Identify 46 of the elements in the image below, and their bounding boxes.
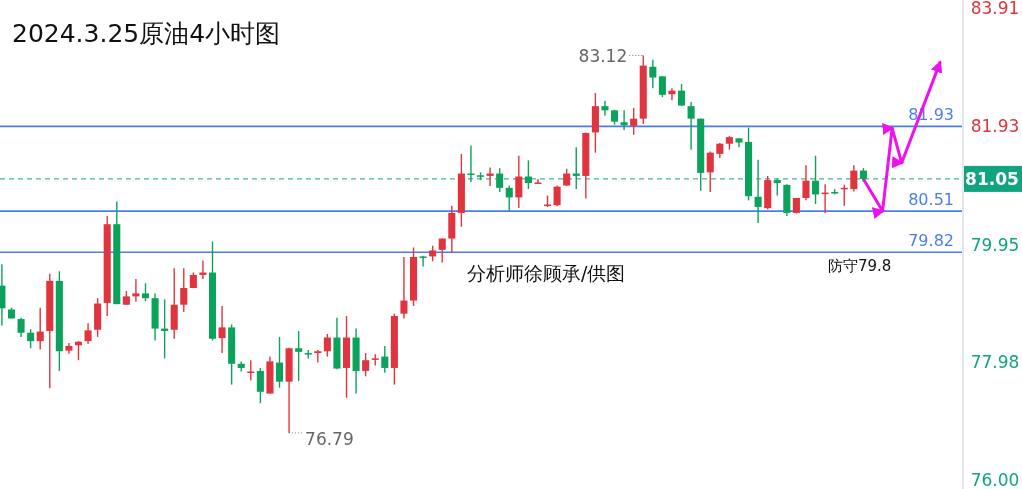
candlestick bbox=[295, 330, 303, 382]
y-tick-label: 77.98 bbox=[970, 351, 1020, 372]
candlestick bbox=[256, 367, 264, 404]
candlestick bbox=[649, 58, 657, 89]
ref-line-label: 80.51 bbox=[908, 190, 954, 210]
candlestick bbox=[754, 159, 762, 224]
candlestick bbox=[620, 109, 628, 131]
candlestick bbox=[515, 154, 523, 209]
y-tick-label: 79.95 bbox=[970, 234, 1020, 255]
candlestick bbox=[668, 87, 676, 101]
candlestick bbox=[275, 336, 284, 389]
candlestick bbox=[850, 164, 858, 193]
candlestick bbox=[362, 352, 370, 377]
y-tick-label: 81.93 bbox=[970, 116, 1020, 137]
y-tick-label: 83.91 bbox=[970, 0, 1020, 19]
candlestick bbox=[534, 178, 542, 184]
candlestick bbox=[218, 305, 226, 354]
candlestick bbox=[601, 100, 609, 117]
candlestick bbox=[132, 278, 140, 303]
candlestick bbox=[400, 256, 408, 320]
candlestick bbox=[496, 167, 504, 193]
candlestick bbox=[630, 107, 638, 136]
candlestick bbox=[802, 164, 810, 202]
candlestick bbox=[323, 333, 331, 358]
ref-line-label: 79.82 bbox=[908, 231, 954, 251]
text: 2024.3.25原油4小时图 bbox=[12, 19, 281, 48]
candlestick bbox=[812, 154, 820, 205]
candlestick bbox=[84, 322, 92, 345]
candlestick bbox=[36, 307, 44, 351]
candlestick bbox=[553, 184, 561, 208]
annotation: 分析师徐顾承/供图 bbox=[467, 262, 626, 284]
candlestick bbox=[658, 75, 666, 98]
candlestick bbox=[381, 345, 389, 374]
candlestick bbox=[524, 159, 532, 190]
ref-line-label: 81.05 bbox=[965, 168, 1019, 189]
annotation: 83.12 bbox=[578, 46, 628, 67]
candlestick bbox=[17, 317, 25, 338]
candlestick bbox=[180, 267, 188, 313]
candlestick bbox=[505, 184, 513, 212]
annotation: 防守79.8 bbox=[828, 257, 892, 275]
candlestick bbox=[27, 328, 35, 349]
annotation: 76.79 bbox=[305, 428, 354, 449]
candlestick bbox=[687, 101, 695, 151]
candlestick bbox=[706, 150, 714, 193]
y-tick-label: 76.00 bbox=[970, 470, 1020, 489]
candlestick bbox=[419, 255, 427, 268]
